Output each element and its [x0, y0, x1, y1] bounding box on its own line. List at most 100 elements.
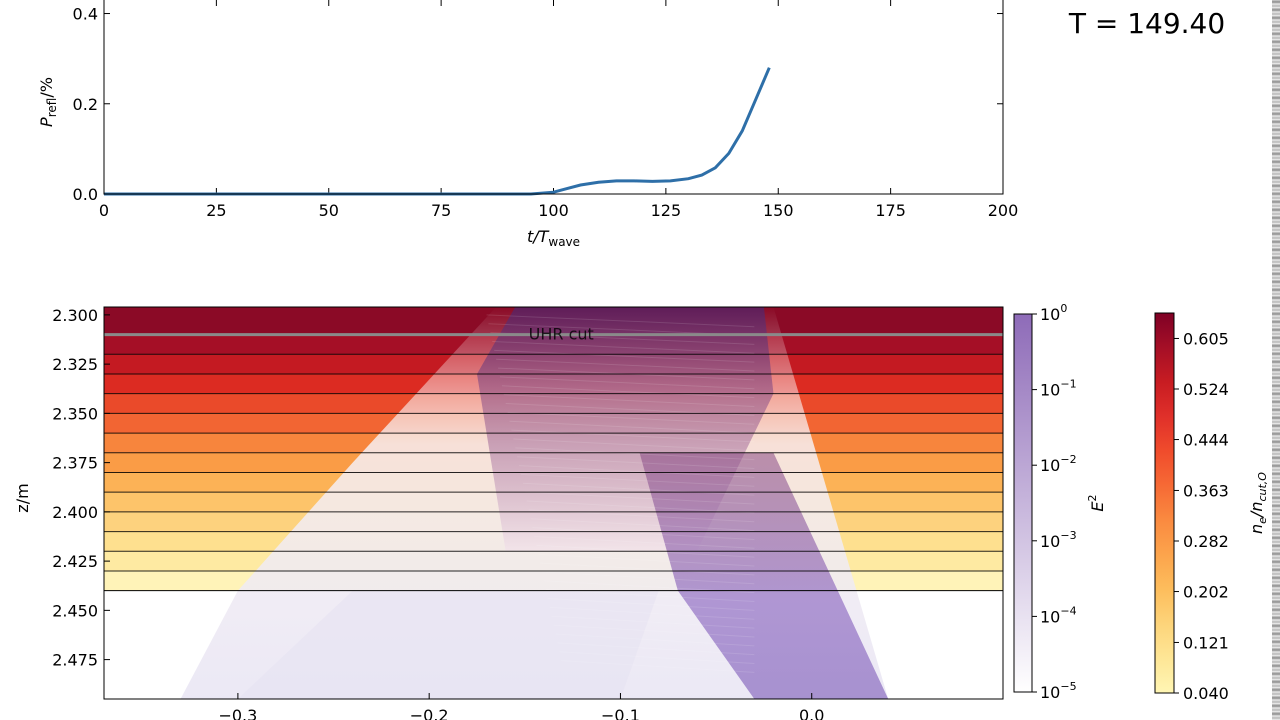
beam-fringe [540, 562, 755, 576]
beam-fringe [511, 429, 755, 443]
e2-tick-exponent: 0 [1060, 302, 1067, 315]
video-edge-strip [1272, 0, 1280, 720]
e2-tick-exponent: −5 [1060, 680, 1076, 693]
heatmap-x-tick-label: 0.0 [799, 706, 824, 720]
e2-tick-exponent: −3 [1060, 529, 1076, 542]
heatmap-y-tick-label: 2.350 [52, 404, 98, 423]
e2-tick-exponent: −1 [1060, 378, 1076, 391]
top-y-axis-label: Prefl/% [37, 77, 59, 127]
beam-fringe [545, 589, 755, 602]
density-colorbar-label: ne/ncut,O [1247, 472, 1269, 534]
density-colorbar-ticks: 0.605 0.524 0.444 0.363 0.282 0.202 0.121 0.040 [1174, 329, 1229, 703]
top-x-tick-label: 75 [431, 201, 451, 220]
top-x-tick-label: 150 [763, 201, 794, 220]
e2-colorbar-tick-label: 10−2 [1040, 453, 1077, 475]
density-colorbar-tick-label: 0.121 [1183, 633, 1229, 652]
e2-colorbar-tick-label: 10−3 [1040, 529, 1077, 551]
heatmap-x-tick-label: −0.3 [218, 706, 257, 720]
top-x-tick-label: 125 [651, 201, 682, 220]
beam-fringe [549, 606, 755, 620]
beam-fringe [524, 491, 755, 505]
density-colorbar-tick-label: 0.040 [1183, 684, 1229, 703]
beam-fringe [547, 598, 755, 611]
e2-tick-base: 10 [1040, 683, 1060, 702]
beam-fringe [515, 447, 755, 461]
beam-fringe [492, 340, 755, 354]
heatmap-frame [103, 306, 1004, 700]
density-colorbar-tick-label: 0.202 [1183, 583, 1229, 602]
heatmap-y-axis-label: z/m [13, 483, 32, 512]
top-x-tick-label: 0 [99, 201, 109, 220]
reflected-power-series-line [104, 67, 771, 196]
heatmap-y-tick-label: 2.450 [52, 601, 98, 620]
beam-fringe [557, 642, 755, 656]
beam-fringe [496, 358, 755, 372]
beam-fringe [494, 349, 755, 363]
heatmap-y-tick-label: 2.375 [52, 454, 98, 473]
e2-tick-base: 10 [1040, 607, 1060, 626]
time-label: T = 149.40 [1068, 7, 1225, 40]
top-x-tick-label: 50 [319, 201, 339, 220]
top-x-tick-label: 25 [206, 201, 226, 220]
heatmap-x-tick-label: −0.1 [601, 706, 640, 720]
beam-fringe [499, 376, 755, 390]
density-colorbar-tick-label: 0.363 [1183, 481, 1229, 500]
beam-fringe [519, 465, 755, 478]
density-colorbar-tick-label: 0.282 [1183, 532, 1229, 551]
top-plot-frame [103, 0, 1004, 195]
beam-fringe [559, 651, 755, 665]
uhr-cut-label: UHR cut [529, 325, 594, 344]
heatmap-y-tick-label: 2.300 [52, 306, 98, 325]
beam-fringe [553, 624, 755, 638]
e2-tick-base: 10 [1040, 532, 1060, 551]
e2-colorbar-tick-label: 10−4 [1040, 604, 1077, 626]
top-x-tick-label: 175 [875, 201, 906, 220]
e2-tick-base: 10 [1040, 381, 1060, 400]
top-x-axis-label: t/Twave [527, 227, 580, 249]
beam-fringe [534, 535, 755, 549]
beam-fringe [520, 473, 755, 487]
beam-fringe [503, 394, 755, 407]
field-density-heatmap: UHR cut −0.3 −0.2 −0.1 0.0 2.300 2.325 2.350 2.… [13, 306, 1004, 720]
density-colorbar: 0.605 0.524 0.444 0.363 0.282 0.202 0.121 0.040… [1154, 312, 1269, 703]
beam-fringe [530, 518, 755, 532]
e2-tick-base: 10 [1040, 305, 1060, 324]
e2-tick-exponent: −2 [1060, 453, 1076, 466]
density-colorbar-tick-label: 0.605 [1183, 329, 1229, 348]
heatmap-y-tick-label: 2.475 [52, 651, 98, 670]
top-x-tick-label: 100 [538, 201, 569, 220]
beam-fringe [522, 482, 755, 496]
beam-fringe [513, 438, 755, 452]
beam-fringe [501, 385, 755, 399]
e2-colorbar-bar [1013, 313, 1033, 693]
e2-tick-base: 10 [1040, 456, 1060, 475]
top-x-tick-label: 200 [988, 201, 1019, 220]
heatmap-x-tick-label: −0.2 [410, 706, 449, 720]
e2-colorbar-tick-label: 10−1 [1040, 378, 1077, 400]
top-y-tick-label: 0.4 [73, 5, 98, 24]
beam-fringe [486, 314, 755, 328]
density-colorbar-tick-label: 0.444 [1183, 431, 1229, 450]
top-y-tick-label: 0.2 [73, 95, 98, 114]
beam-outgoing [639, 452, 889, 699]
e2-colorbar-tick-label: 100 [1040, 302, 1067, 324]
top-axis-ticks: 0 25 50 75 100 125 150 175 200 0.0 0.2 0.4 [73, 0, 1019, 220]
beam-fringe [509, 420, 755, 434]
beam-fringe [561, 660, 755, 673]
beam-fringe [551, 615, 755, 629]
e2-colorbar-tick-label: 10−5 [1040, 680, 1077, 702]
heatmap-y-tick-label: 2.325 [52, 355, 98, 374]
e2-tick-exponent: −4 [1060, 604, 1076, 617]
top-y-tick-label: 0.0 [73, 185, 98, 204]
beam-fringe [555, 633, 755, 647]
beam-fringe [517, 456, 755, 470]
beam-fringe [507, 411, 755, 425]
e2-colorbar-label: E2 [1086, 494, 1107, 511]
beam-fringe [526, 500, 755, 514]
beam-fringe [532, 527, 755, 540]
heatmap-y-tick-label: 2.425 [52, 552, 98, 571]
